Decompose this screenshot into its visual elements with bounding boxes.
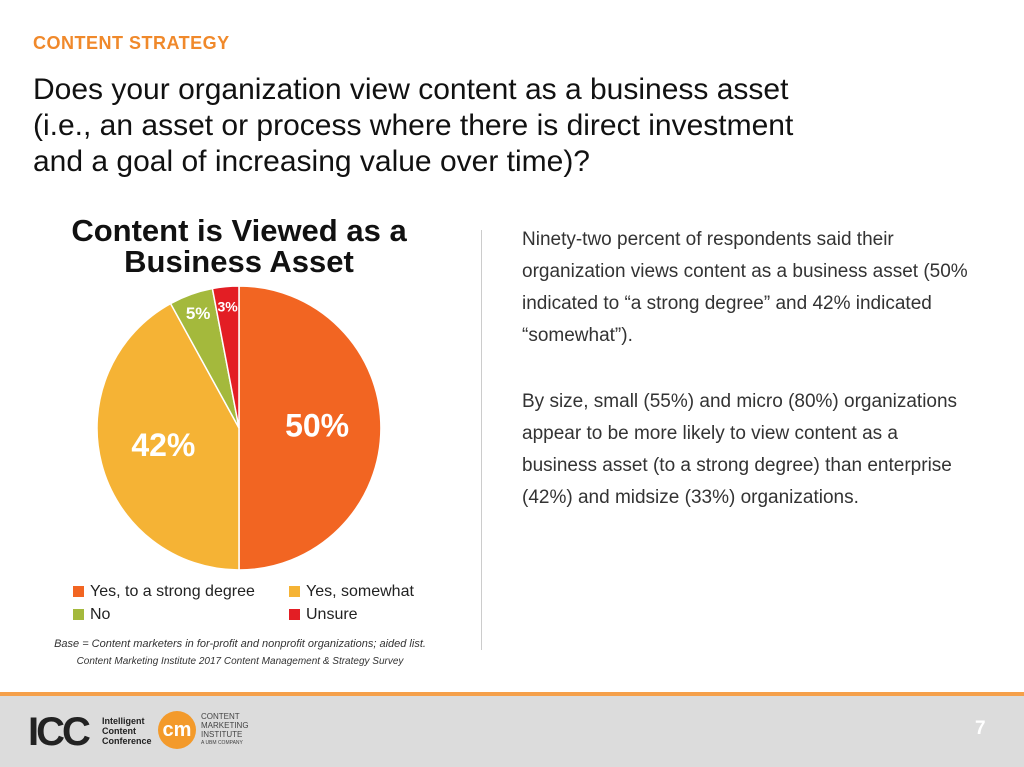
legend-label: Yes, somewhat xyxy=(306,583,414,600)
cmi-logo: cm xyxy=(158,711,196,749)
question-line: and a goal of increasing value over time… xyxy=(33,145,590,178)
cmi-sub: A UBM COMPANY xyxy=(201,740,243,746)
icc-logo: ICC xyxy=(28,710,91,754)
legend-label: No xyxy=(90,606,111,623)
slice-label: 3% xyxy=(218,299,239,315)
icc-name: Intelligent Content Conference xyxy=(102,716,152,746)
footer-rule xyxy=(0,692,1024,696)
pie-slice xyxy=(211,285,240,429)
notes: Base = Content marketers in for-profit a… xyxy=(20,638,460,667)
slice-label: 50% xyxy=(285,407,349,443)
icc-name-line: Intelligent xyxy=(102,716,145,726)
legend-swatch xyxy=(73,586,84,597)
legend-label: Yes, to a strong degree xyxy=(90,583,255,600)
cmi-name-line: INSTITUTE xyxy=(201,730,243,739)
legend-label: Unsure xyxy=(306,606,358,623)
legend-swatch xyxy=(289,609,300,620)
legend-swatch xyxy=(289,586,300,597)
icc-name-line: Content xyxy=(102,726,136,736)
footer: ICC Intelligent Content Conference cm CO… xyxy=(0,696,1024,767)
page-number: 7 xyxy=(975,718,986,739)
question: Does your organization view content as a… xyxy=(33,72,793,180)
question-line: (i.e., an asset or process where there i… xyxy=(33,109,794,142)
cmi-name-line: CONTENT xyxy=(201,712,240,721)
body-text: Ninety-two percent of respondents said t… xyxy=(522,224,972,548)
question-line: Does your organization view content as a… xyxy=(33,73,789,106)
paragraph: By size, small (55%) and micro (80%) org… xyxy=(522,391,958,508)
icc-name-line: Conference xyxy=(102,736,152,746)
legend-swatch xyxy=(73,609,84,620)
base-note: Base = Content marketers in for-profit a… xyxy=(54,638,426,650)
paragraph: Ninety-two percent of respondents said t… xyxy=(522,229,968,346)
slice-label: 5% xyxy=(186,304,211,323)
section-label: CONTENT STRATEGY xyxy=(33,33,230,53)
cmi-name: CONTENT MARKETING INSTITUTE A UBM COMPAN… xyxy=(201,712,249,748)
cmi-name-line: MARKETING xyxy=(201,721,249,730)
chart-title: Content is Viewed as a Business Asset xyxy=(71,213,407,279)
pie-chart: 50% 42% 5% 3% Yes, to a strong degree Yes, so… xyxy=(73,285,414,623)
divider xyxy=(481,230,482,650)
pie-slice xyxy=(96,302,240,571)
pie-slice xyxy=(238,285,382,571)
source-note: Content Marketing Institute 2017 Content… xyxy=(76,656,404,667)
slice-label: 42% xyxy=(131,427,195,463)
